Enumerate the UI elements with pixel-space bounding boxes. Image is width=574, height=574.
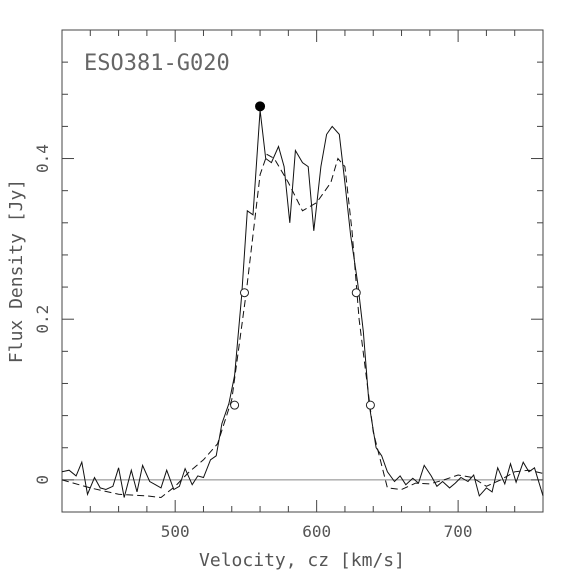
axis-ticks (62, 30, 544, 513)
y-tick-label: 0 (33, 475, 52, 485)
observed-spectrum-line (61, 110, 544, 498)
x-tick-label: 500 (161, 522, 190, 541)
x-tick-label: 600 (302, 522, 331, 541)
model-fit-line (61, 153, 544, 499)
peak-marker (255, 101, 266, 112)
chart-title: ESO381-G020 (84, 51, 230, 76)
width-marker (239, 288, 249, 298)
series-group (61, 110, 544, 499)
y-tick-label: 0.4 (33, 144, 52, 173)
y-tick-label: 0.2 (33, 305, 52, 334)
x-axis-label: Velocity, cz [km/s] (199, 550, 405, 571)
width-marker (230, 400, 240, 410)
tick-labels: 500 600 700 0 0.2 0.4 (33, 144, 473, 541)
x-tick-label: 700 (444, 522, 473, 541)
marker-group (230, 101, 375, 410)
y-axis-label: Flux Density [Jy] (6, 179, 27, 363)
width-marker (365, 400, 375, 410)
width-marker (351, 288, 361, 298)
plot-frame (61, 29, 544, 513)
